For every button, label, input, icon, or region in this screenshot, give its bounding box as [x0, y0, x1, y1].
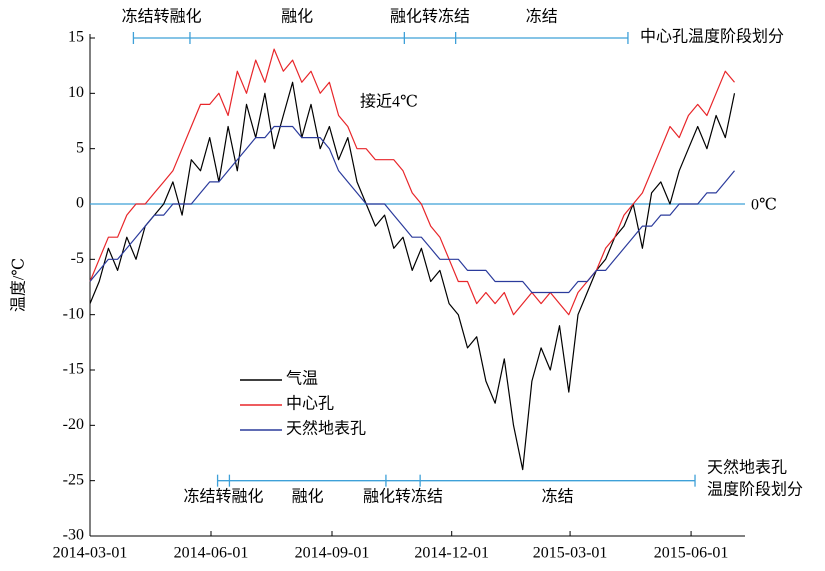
legend-label: 中心孔 [286, 395, 334, 413]
series-line [89, 48, 735, 316]
x-tick-label: 2014-09-01 [295, 545, 370, 562]
annotation: 接近4℃ [360, 93, 418, 111]
stage-label: 天然地表孔 [707, 458, 787, 476]
stage-phase: 冻结转融化 [122, 8, 202, 26]
stage-phase: 融化 [281, 8, 313, 26]
y-axis-label: 温度/℃ [10, 258, 28, 312]
stage-phase: 融化转冻结 [390, 8, 470, 26]
stage-label: 温度阶段划分 [707, 480, 803, 498]
y-tick-label: -15 [63, 361, 84, 378]
stage-phase: 冻结 [542, 487, 574, 505]
stage-phase: 融化转冻结 [363, 487, 443, 505]
y-tick-label: -10 [63, 305, 84, 322]
legend-label: 气温 [286, 370, 318, 388]
y-tick-label: -5 [71, 250, 84, 267]
stage-phase: 融化 [292, 487, 324, 505]
x-tick-label: 2014-06-01 [174, 545, 249, 562]
y-tick-label: 15 [68, 29, 84, 46]
y-tick-label: -20 [63, 416, 84, 433]
stage-phase: 冻结 [526, 8, 558, 26]
x-tick-label: 2015-06-01 [654, 545, 729, 562]
y-tick-label: 5 [76, 139, 84, 156]
stage-phase: 冻结转融化 [183, 487, 263, 505]
y-tick-label: 10 [68, 84, 84, 101]
y-tick-label: 0 [76, 195, 84, 212]
x-tick-label: 2014-03-01 [53, 545, 128, 562]
reference-label: 0℃ [751, 197, 777, 214]
series-line [89, 81, 736, 471]
x-tick-label: 2015-03-01 [533, 545, 608, 562]
x-tick-label: 2014-12-01 [414, 545, 489, 562]
y-tick-label: -30 [63, 527, 84, 544]
legend-label: 天然地表孔 [286, 420, 366, 438]
series-line [89, 125, 735, 294]
stage-label: 中心孔温度阶段划分 [640, 28, 784, 46]
y-tick-label: -25 [63, 471, 84, 488]
